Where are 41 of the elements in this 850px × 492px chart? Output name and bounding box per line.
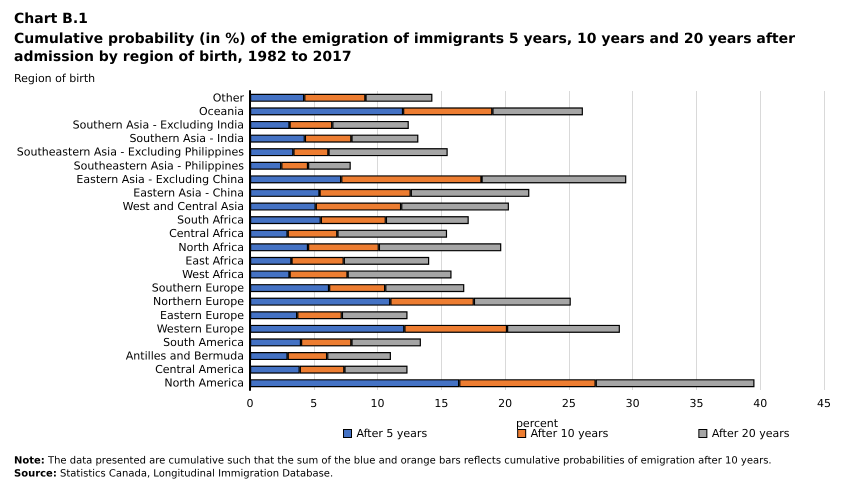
y-tick-label: Southern Europe — [152, 282, 244, 295]
y-tick-label: Eastern Asia - China — [133, 186, 244, 200]
chart-subtitle: Cumulative probability (in %) of the emigration of immigrants 5 years, 10 years and 20 years after admission by region of birth, 1982 to 2017 — [14, 31, 800, 65]
y-tick-label: Other — [212, 91, 244, 104]
y-tick-label: Central Africa — [169, 227, 244, 240]
x-tick-label: 5 — [310, 397, 318, 410]
x-axis-title: percent — [516, 417, 559, 430]
legend-label: After 5 years — [356, 427, 428, 440]
legend-label: After 20 years — [712, 427, 790, 440]
text: Chart B.1 — [14, 11, 88, 27]
y-tick-label: North Africa — [178, 240, 244, 254]
y-tick-label: Northern Europe — [152, 295, 244, 308]
legend-label: After 10 years — [530, 427, 609, 440]
y-tick-label: Oceania — [199, 104, 244, 118]
y-tick-label: Southern Asia - India — [129, 132, 244, 146]
x-tick-label: 35 — [689, 397, 704, 410]
text: Note: The data presented are cumulative such that the sum of the blue and orange bars reflects cumulative probabilities of emigration after 10 years. — [14, 456, 772, 466]
y-tick-label: North America — [164, 376, 244, 390]
y-tick-label: Southeastern Asia - Excluding Philippines — [16, 146, 244, 159]
source-note: Source: Statistics Canada, Longitudinal Immigration Database. — [14, 468, 334, 480]
y-tick-label: Southeastern Asia - Philippines — [74, 159, 244, 172]
y-tick-label: West and Central Asia — [122, 200, 244, 214]
y-tick-label: West Africa — [182, 268, 244, 281]
y-tick-label: Central America — [155, 363, 244, 376]
y-tick-label: South America — [163, 336, 244, 349]
x-tick-label: 20 — [498, 397, 512, 410]
y-tick-label: Eastern Asia - Excluding China — [76, 172, 244, 186]
x-tick-label: 45 — [817, 397, 831, 410]
x-tick-label: 0 — [246, 397, 254, 410]
y-axis-title: Region of birth — [14, 72, 96, 85]
y-tick-label: South Africa — [177, 214, 244, 227]
x-tick-label: 25 — [562, 397, 576, 410]
x-tick-label: 15 — [434, 397, 448, 410]
y-tick-label: East Africa — [185, 254, 244, 268]
y-tick-label: Eastern Europe — [160, 308, 244, 322]
y-tick-label: Western Europe — [156, 322, 244, 336]
y-tick-label: Southern Asia - Excluding India — [72, 118, 244, 132]
x-tick-label: 30 — [626, 397, 640, 410]
y-tick-label: Antilles and Bermuda — [126, 350, 244, 363]
x-tick-label: 40 — [753, 397, 768, 410]
x-tick-label: 10 — [370, 397, 385, 410]
